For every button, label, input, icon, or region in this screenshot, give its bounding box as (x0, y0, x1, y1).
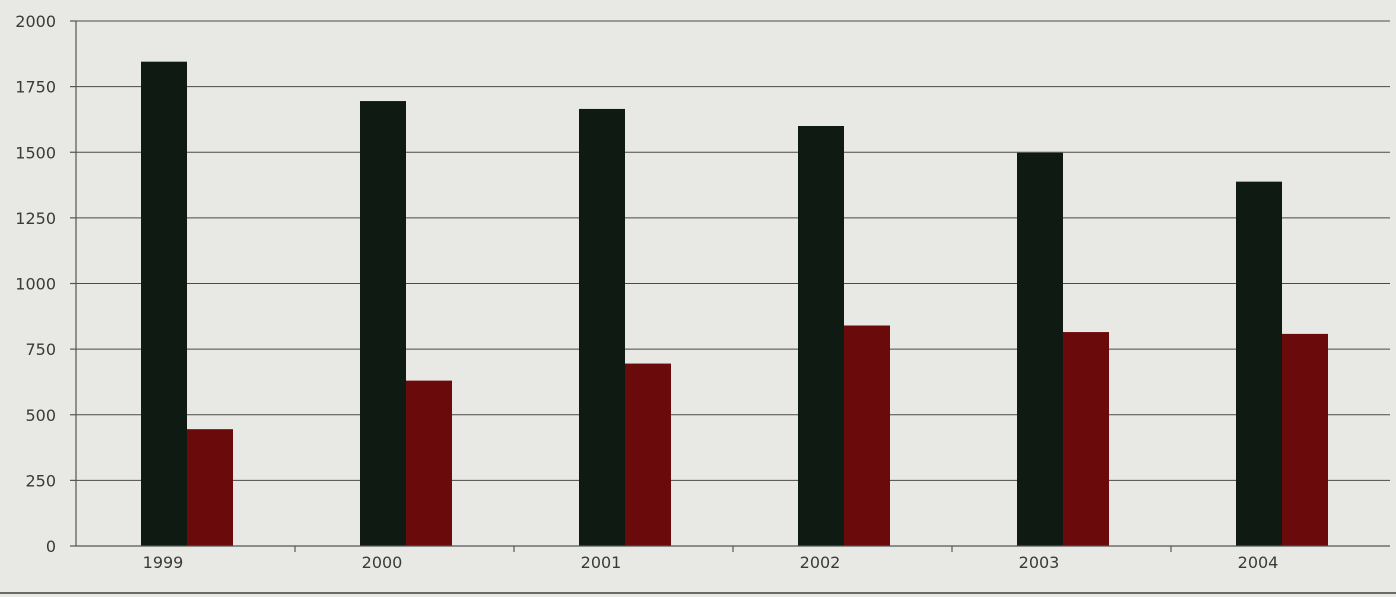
x-tick-label: 2002 (800, 553, 841, 572)
bar-series2-1999 (187, 429, 233, 546)
bars-layer (141, 61, 1328, 546)
y-tick-label: 1250 (15, 209, 56, 228)
grid-layer (76, 20, 1390, 481)
bar-series1-2004 (1236, 181, 1282, 546)
bar-series2-2001 (625, 363, 671, 546)
x-tick-label: 2004 (1238, 553, 1279, 572)
bar-series1-1999 (141, 61, 187, 546)
x-tick-label: 2000 (362, 553, 403, 572)
bar-series2-2002 (844, 325, 890, 546)
y-tick-label: 1500 (15, 143, 56, 162)
y-tick-label: 750 (25, 340, 56, 359)
y-tick-label: 1750 (15, 78, 56, 97)
y-tick-label: 500 (25, 406, 56, 425)
y-tick-label: 1000 (15, 275, 56, 294)
bar-series1-2001 (579, 108, 625, 546)
y-tick-label: 0 (46, 537, 56, 556)
bar-series1-2003 (1017, 152, 1063, 546)
bar-series2-2000 (406, 380, 452, 546)
axis-layer (0, 20, 1396, 594)
x-tick-label: 2001 (581, 553, 622, 572)
bar-series2-2004 (1282, 333, 1328, 546)
bar-series1-2002 (798, 126, 844, 546)
y-tick-label: 2000 (15, 12, 56, 31)
x-tick-labels: 1999 2000 2001 2002 2003 2004 (143, 553, 1279, 572)
bar-series2-2003 (1063, 332, 1109, 546)
x-tick-label: 2003 (1019, 553, 1060, 572)
y-tick-labels: 0 250 500 750 1000 1250 1500 1750 2000 (15, 12, 56, 556)
y-tick-label: 250 (25, 471, 56, 490)
bar-series1-2000 (360, 101, 406, 546)
x-tick-label: 1999 (143, 553, 184, 572)
